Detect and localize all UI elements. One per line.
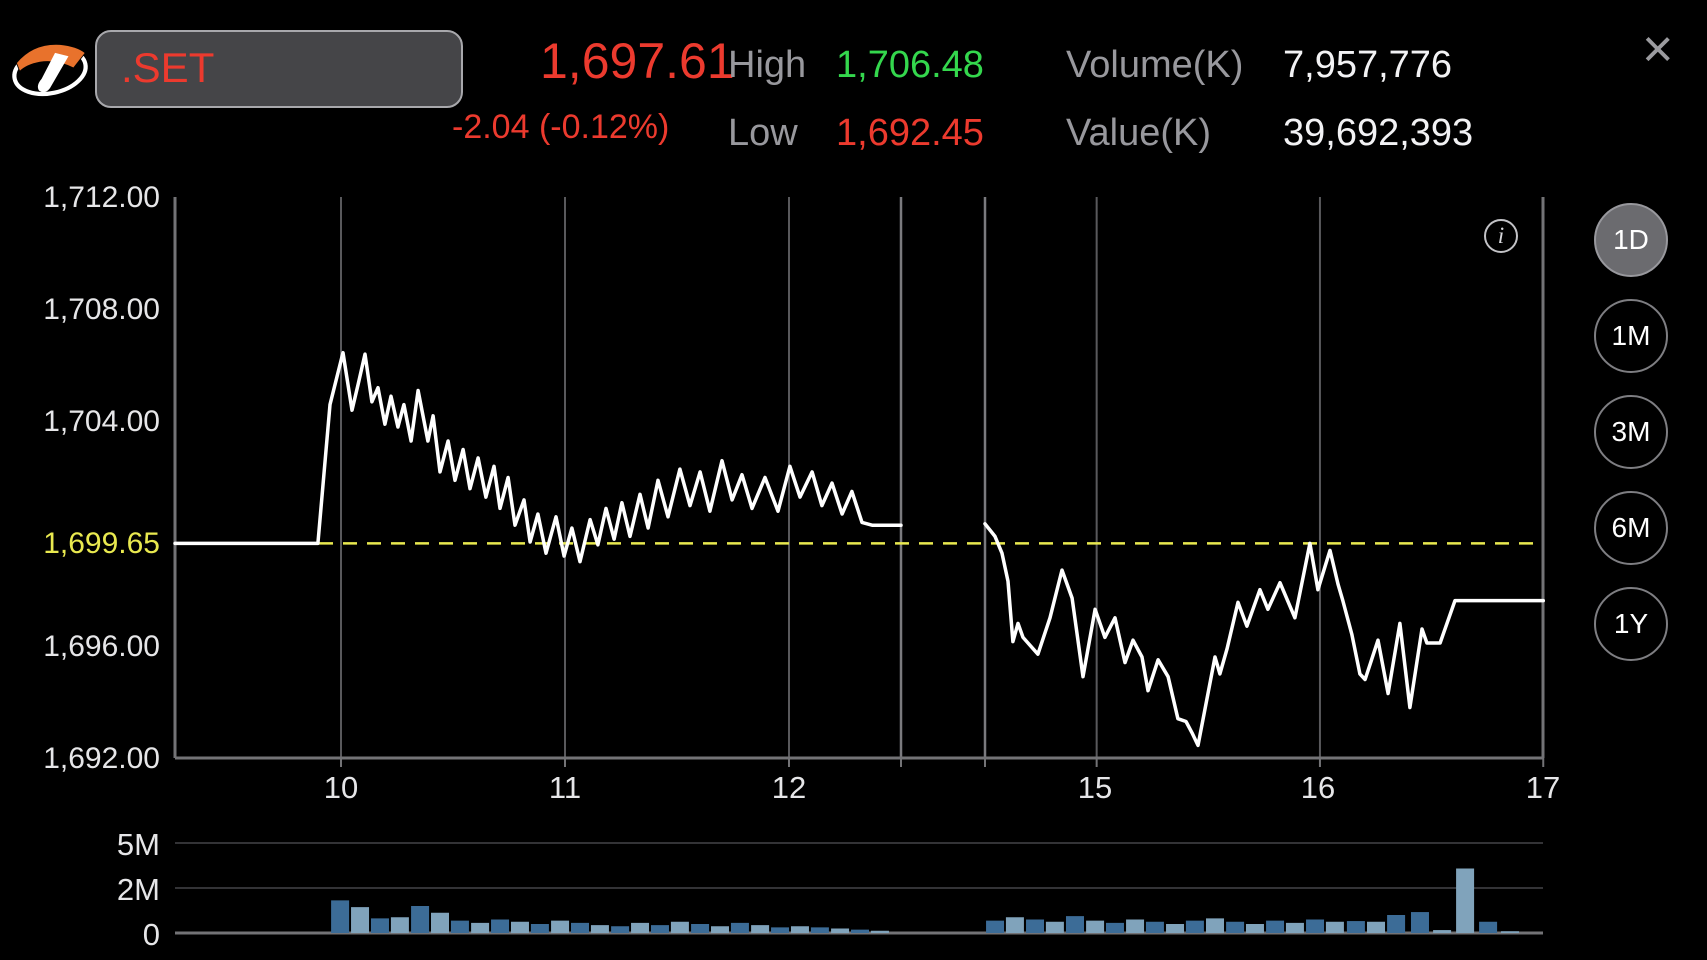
x-axis-tick: 11 [548, 770, 582, 805]
y-axis-tick: 1,704.00 [43, 405, 160, 438]
info-icon[interactable]: i [1484, 219, 1518, 253]
volume-value: 7,957,776 [1283, 44, 1453, 86]
close-icon[interactable]: × [1642, 19, 1674, 79]
high-value: 1,706.48 [836, 44, 984, 86]
range-button-6m[interactable]: 6M [1594, 491, 1668, 565]
broker-logo [12, 43, 88, 97]
range-button-1m[interactable]: 1M [1594, 299, 1668, 373]
y-axis-tick: 1,712.00 [43, 181, 160, 214]
y-axis-tick: 1,708.00 [43, 293, 160, 326]
last-price: 1,697.61 [540, 33, 735, 89]
x-axis-tick: 16 [1300, 770, 1336, 805]
low-value: 1,692.45 [836, 112, 984, 154]
x-axis-tick: 12 [771, 770, 807, 805]
prev-close-label: 1,699.65 [43, 527, 160, 560]
volume-label: Volume(K) [1066, 44, 1244, 86]
y-axis-tick: 1,696.00 [43, 630, 160, 663]
value-value: 39,692,393 [1283, 112, 1474, 154]
volume-axis-tick: 0 [142, 917, 160, 952]
x-axis-tick: 15 [1077, 770, 1113, 805]
range-button-1d[interactable]: 1D [1594, 203, 1668, 277]
range-button-3m[interactable]: 3M [1594, 395, 1668, 469]
low-label: Low [728, 112, 798, 154]
price-change: -2.04 (-0.12%) [452, 108, 670, 146]
volume-axis-tick: 5M [116, 827, 160, 862]
symbol-input[interactable]: .SET [95, 30, 463, 108]
range-button-1y[interactable]: 1Y [1594, 587, 1668, 661]
x-axis-tick: 10 [323, 770, 359, 805]
volume-axis-tick: 2M [116, 872, 160, 907]
y-axis-tick: 1,692.00 [43, 742, 160, 775]
high-label: High [728, 44, 807, 86]
value-label: Value(K) [1066, 112, 1212, 154]
x-axis-tick: 17 [1525, 770, 1561, 805]
